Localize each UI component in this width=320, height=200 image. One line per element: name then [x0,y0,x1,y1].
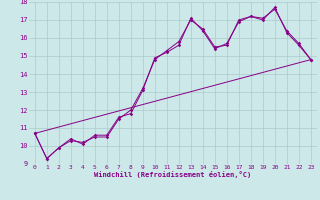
X-axis label: Windchill (Refroidissement éolien,°C): Windchill (Refroidissement éolien,°C) [94,171,252,178]
